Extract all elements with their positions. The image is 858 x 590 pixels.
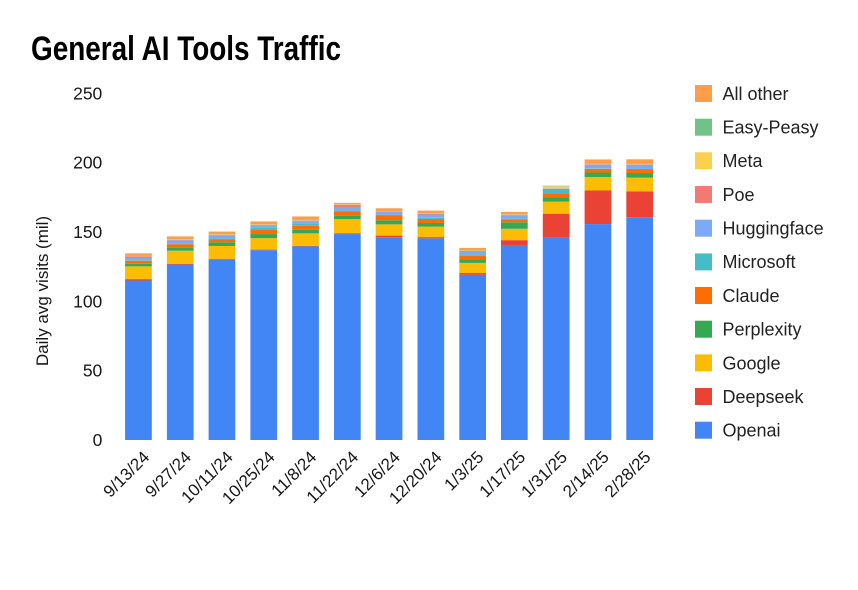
svg-text:0: 0: [93, 430, 103, 450]
svg-text:Perplexity: Perplexity: [723, 320, 802, 340]
svg-text:200: 200: [73, 153, 102, 173]
svg-text:Daily avg visits (mil): Daily avg visits (mil): [33, 216, 52, 366]
svg-text:Huggingface: Huggingface: [723, 219, 824, 239]
svg-text:Deepseek: Deepseek: [723, 387, 805, 407]
svg-text:All other: All other: [723, 84, 789, 104]
svg-text:Openai: Openai: [723, 421, 781, 441]
svg-text:Microsoft: Microsoft: [723, 252, 796, 272]
svg-text:250: 250: [73, 83, 102, 103]
svg-text:General AI Tools Traffic: General AI Tools Traffic: [31, 30, 341, 68]
svg-text:Meta: Meta: [723, 151, 764, 171]
svg-text:150: 150: [73, 222, 102, 242]
svg-text:Poe: Poe: [723, 185, 755, 205]
svg-text:Google: Google: [723, 353, 781, 373]
svg-text:100: 100: [73, 291, 102, 311]
svg-text:50: 50: [83, 361, 103, 381]
svg-text:Claude: Claude: [723, 286, 780, 306]
svg-text:Easy-Peasy: Easy-Peasy: [723, 118, 819, 138]
